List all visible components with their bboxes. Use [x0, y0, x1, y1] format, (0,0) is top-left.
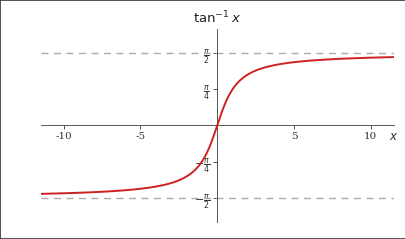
Text: $x$: $x$ [388, 130, 398, 143]
Text: $\tan^{-1} x$: $\tan^{-1} x$ [193, 9, 241, 26]
